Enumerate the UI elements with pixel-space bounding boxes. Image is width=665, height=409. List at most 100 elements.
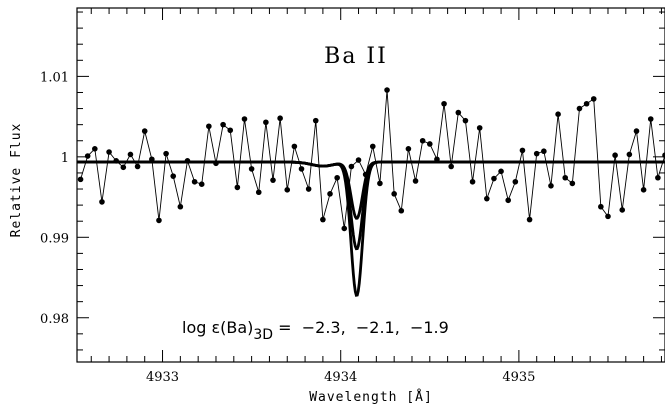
observed-point [598,203,604,210]
observed-point [391,191,397,197]
observed-point [127,151,134,158]
observed-point [583,100,590,107]
observed-point [92,146,98,152]
annotation-subscript: 3D [253,327,273,343]
observed-point [619,207,626,213]
synthetic-profiles [77,160,665,297]
observed-point [626,151,633,158]
y-tick-label: 0.99 [40,231,69,246]
y-axis-label: Relative Flux [9,123,24,238]
observed-point [220,121,226,128]
x-tick-label: 4935 [502,370,535,385]
observed-point [213,160,219,167]
observed-point [576,105,583,112]
tick-labels: 4933 4934 4935 0.98 0.99 1 1.01 [40,70,535,385]
observed-point [327,191,333,197]
annotation-prefix: log ε(Ba) [182,318,253,337]
observed-point [191,178,198,185]
observed-point [163,150,169,157]
observed-point [405,146,412,152]
observed-point [562,174,569,181]
observed-point [434,156,440,163]
observed-point [541,148,547,155]
observed-point [548,183,554,189]
observed-point [533,150,540,157]
abundance-annotation: log ε(Ba)3D = −2.3, −2.1, −1.9 [182,318,449,343]
observed-point [469,178,476,185]
observed-point [284,187,291,193]
observed-point [305,186,312,192]
observed-point [227,127,234,134]
observed-point [84,153,91,159]
observed-point [377,180,383,187]
observed-point [512,178,519,185]
observed-point [569,180,576,187]
observed-point [355,157,362,163]
observed-point [419,137,426,144]
observed-point [498,168,504,175]
observed-point [441,100,447,107]
observed-point [476,125,483,131]
observed-point [77,176,84,183]
x-axis-label: Wavelength [Å] [309,389,433,405]
synthetic-profile--1.9 [77,160,665,297]
observed-point [241,116,248,122]
observed-point [362,171,369,178]
species-label: Ba II [324,44,388,69]
observed-point [177,203,184,210]
observed-point [156,217,162,224]
observed-point [120,164,127,171]
observed-spectrum [77,87,665,232]
axis-ticks [77,8,665,362]
y-tick-label: 1 [61,151,69,166]
observed-point [448,163,454,170]
observed-point [270,177,276,183]
observed-point [184,158,191,164]
observed-point [612,152,618,159]
observed-point [462,117,469,124]
x-tick-label: 4933 [146,370,179,385]
observed-point [484,195,490,202]
observed-point [384,87,390,93]
observed-point [312,117,319,124]
observed-point [455,109,462,116]
observed-point [248,166,255,172]
observed-point [655,174,661,181]
observed-point [170,173,177,179]
observed-point [412,178,419,184]
observed-point [277,115,283,122]
observed-point [526,216,533,223]
y-tick-label: 0.98 [40,312,69,327]
observed-point [334,174,340,181]
observed-point [427,141,433,147]
observed-point [590,96,597,102]
observed-point [134,163,141,170]
observed-point [298,166,305,172]
observed-point [141,128,148,134]
observed-point [255,189,262,196]
observed-point [505,197,512,204]
observed-point [647,116,654,122]
observed-point [113,158,119,164]
observed-line [80,90,665,229]
observed-point [234,184,241,191]
x-tick-label: 4934 [324,370,357,385]
plot-frame [76,7,665,363]
annotation-values: = −2.3, −2.1, −1.9 [273,318,449,337]
observed-point [605,213,611,220]
observed-point [491,175,497,182]
y-tick-label: 1.01 [40,70,69,85]
observed-point [348,163,355,170]
observed-point [633,128,640,134]
observed-point [519,147,526,154]
observed-point [369,143,376,150]
observed-point [320,216,326,223]
synthetic-profile--2.1 [77,160,665,251]
observed-point [106,149,112,155]
observed-point [99,199,105,205]
observed-point [198,181,205,187]
observed-point [291,143,298,150]
observed-point [398,207,405,214]
observed-point [149,156,155,163]
